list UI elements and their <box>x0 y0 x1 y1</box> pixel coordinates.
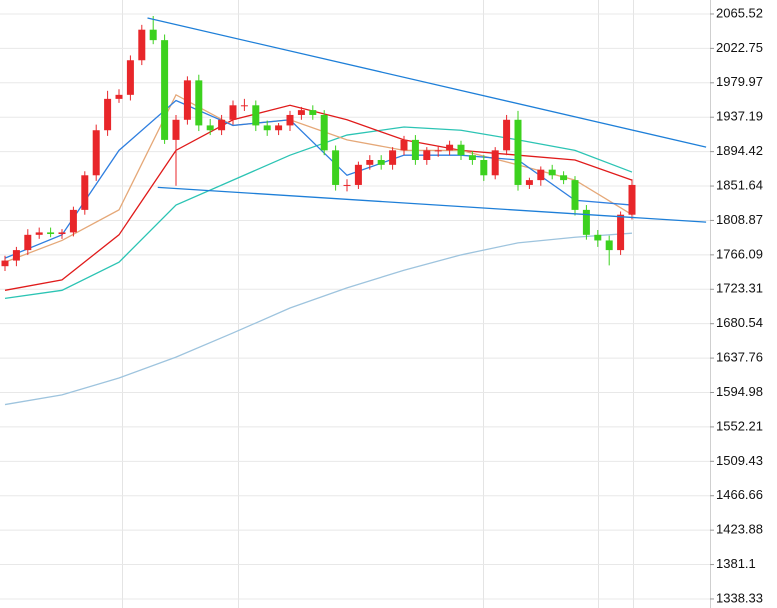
candle-body <box>286 114 294 126</box>
y-tick-label: 1338.33 <box>716 590 763 605</box>
candle-body <box>24 234 32 251</box>
candle-body <box>605 240 613 251</box>
candle-body <box>377 160 385 165</box>
y-tick-label: 1381.1 <box>716 556 756 571</box>
y-tick-label: 1979.97 <box>716 74 763 89</box>
candle-body <box>354 164 362 185</box>
candle-body <box>320 114 328 151</box>
candle-body <box>309 110 317 115</box>
candle-body <box>525 180 533 185</box>
candle-body <box>332 150 340 185</box>
candle-body <box>195 80 203 126</box>
candle-body <box>297 110 305 115</box>
y-tick-label: 2065.52 <box>716 5 763 20</box>
moving-average <box>4 104 633 291</box>
y-tick-label: 1466.66 <box>716 487 763 502</box>
candle-body <box>343 184 351 186</box>
candle-body <box>104 98 112 131</box>
trendline <box>147 17 707 148</box>
moving-average <box>4 232 633 406</box>
candle-body <box>389 150 397 165</box>
moving-average <box>4 126 633 300</box>
candle-body <box>58 232 66 235</box>
candle-body <box>229 105 237 120</box>
candle-body <box>81 175 89 210</box>
candle-body <box>468 155 476 161</box>
candle-body <box>366 160 374 165</box>
candle-body <box>115 94 123 99</box>
candle-body <box>457 144 465 156</box>
candle-body <box>423 150 431 161</box>
candle-body <box>548 169 556 176</box>
vertical-grid <box>122 0 711 608</box>
candle-body <box>92 130 100 176</box>
y-tick-label: 1509.43 <box>716 453 763 468</box>
y-tick-label: 1423.88 <box>716 522 763 537</box>
candle-body <box>446 144 454 151</box>
candle-body <box>240 105 248 107</box>
candle-body <box>47 232 55 235</box>
candle-body <box>172 119 180 140</box>
y-tick-label: 1637.76 <box>716 350 763 365</box>
candle-body <box>69 209 77 233</box>
candle-body <box>275 125 283 131</box>
candle-body <box>1 260 9 267</box>
y-tick-label: 1851.64 <box>716 177 763 192</box>
candle-body <box>206 125 214 131</box>
candle-body <box>252 105 260 126</box>
candle-body <box>411 139 419 161</box>
candle-body <box>138 29 146 61</box>
candle-body <box>571 180 579 210</box>
candle-body <box>161 40 169 140</box>
candle-body <box>183 80 191 120</box>
candle-body <box>617 214 625 251</box>
candle-body <box>434 150 442 152</box>
candle-body <box>537 169 545 181</box>
y-tick-label: 1680.54 <box>716 315 763 330</box>
candle-body <box>628 184 636 215</box>
candle-body <box>491 150 499 176</box>
candle-body <box>218 119 226 131</box>
y-tick-label: 1894.42 <box>716 143 763 158</box>
candle-body <box>12 250 20 261</box>
moving-average <box>4 99 633 259</box>
y-tick-label: 2022.75 <box>716 40 763 55</box>
y-tick-label: 1552.21 <box>716 418 763 433</box>
candle-body <box>480 160 488 176</box>
y-tick-label: 1723.31 <box>716 281 763 296</box>
y-tick-label: 1766.09 <box>716 246 763 261</box>
candle-body <box>400 139 408 151</box>
trendline <box>157 186 707 223</box>
candle-body <box>149 29 157 41</box>
candle-body <box>582 209 590 235</box>
y-tick-label: 1594.98 <box>716 384 763 399</box>
y-tick-label: 1808.87 <box>716 212 763 227</box>
candle-body <box>503 119 511 151</box>
y-tick-label: 1937.19 <box>716 109 763 124</box>
candle-body <box>514 119 522 185</box>
candle-body <box>263 125 271 131</box>
candle-body <box>35 232 43 235</box>
candle-body <box>594 234 602 241</box>
candle-body <box>126 60 134 95</box>
candle-body <box>560 175 568 181</box>
